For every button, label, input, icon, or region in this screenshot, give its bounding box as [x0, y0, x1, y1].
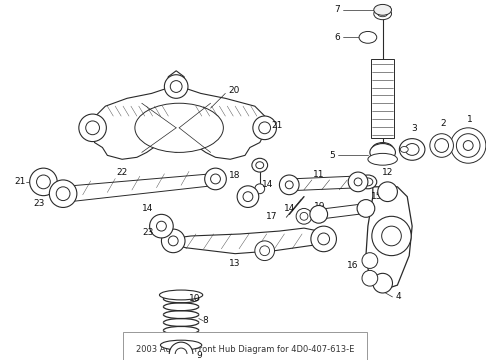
Text: 22: 22 [117, 167, 128, 176]
Circle shape [311, 226, 337, 252]
Ellipse shape [374, 4, 392, 15]
Text: 7: 7 [335, 5, 341, 14]
Circle shape [296, 208, 312, 224]
Text: 6: 6 [335, 33, 341, 42]
Circle shape [171, 81, 182, 93]
Circle shape [169, 342, 193, 360]
Text: 15: 15 [371, 192, 382, 201]
Ellipse shape [37, 175, 50, 185]
Ellipse shape [378, 11, 388, 17]
Ellipse shape [159, 290, 203, 300]
Polygon shape [93, 71, 268, 159]
Circle shape [168, 236, 178, 246]
Circle shape [362, 270, 378, 286]
Text: 14: 14 [262, 180, 273, 189]
Text: 16: 16 [346, 261, 358, 270]
Circle shape [86, 121, 99, 135]
Polygon shape [289, 176, 358, 191]
Circle shape [243, 192, 253, 202]
Text: 12: 12 [382, 167, 393, 176]
Circle shape [279, 175, 299, 195]
Ellipse shape [256, 162, 264, 168]
Circle shape [348, 172, 368, 192]
Circle shape [56, 187, 70, 201]
Text: 14: 14 [142, 204, 153, 213]
Ellipse shape [400, 147, 408, 152]
Circle shape [373, 273, 392, 293]
Circle shape [164, 75, 188, 98]
Text: 11: 11 [313, 170, 324, 179]
Ellipse shape [450, 128, 486, 163]
Circle shape [285, 181, 293, 189]
Ellipse shape [359, 31, 377, 43]
Ellipse shape [252, 158, 268, 172]
Ellipse shape [160, 340, 202, 350]
Ellipse shape [405, 144, 419, 156]
Text: 1: 1 [467, 115, 473, 124]
Circle shape [30, 168, 57, 196]
Ellipse shape [363, 178, 373, 186]
Text: 14: 14 [284, 204, 295, 213]
Polygon shape [172, 228, 329, 254]
Text: 9: 9 [197, 351, 202, 360]
Text: 23: 23 [142, 228, 153, 237]
Text: 3: 3 [411, 124, 417, 133]
Text: 18: 18 [228, 171, 240, 180]
Text: 10: 10 [189, 294, 200, 303]
Bar [371, 59, 394, 138]
Circle shape [372, 216, 411, 256]
Circle shape [149, 214, 173, 238]
Circle shape [318, 233, 330, 245]
Text: 19: 19 [314, 202, 325, 211]
Ellipse shape [463, 141, 473, 150]
Text: 23: 23 [34, 199, 45, 208]
Circle shape [205, 168, 226, 190]
Ellipse shape [359, 175, 377, 189]
Circle shape [362, 253, 378, 269]
Circle shape [79, 114, 106, 141]
Text: 21: 21 [271, 121, 283, 130]
Text: 17: 17 [266, 212, 277, 221]
Text: 8: 8 [203, 316, 208, 325]
Text: 5: 5 [330, 151, 336, 160]
Ellipse shape [399, 139, 425, 160]
Circle shape [156, 221, 166, 231]
Ellipse shape [370, 144, 395, 161]
Ellipse shape [372, 143, 393, 156]
Circle shape [354, 178, 362, 186]
Circle shape [357, 199, 375, 217]
Ellipse shape [368, 153, 397, 165]
Text: 2: 2 [441, 119, 446, 128]
Ellipse shape [376, 145, 390, 153]
Circle shape [260, 246, 270, 256]
Circle shape [37, 175, 50, 189]
Circle shape [382, 226, 401, 246]
Ellipse shape [255, 184, 265, 194]
Circle shape [255, 241, 274, 261]
Ellipse shape [135, 103, 223, 152]
Ellipse shape [374, 8, 392, 20]
Circle shape [259, 122, 270, 134]
Polygon shape [366, 187, 412, 290]
Circle shape [211, 174, 220, 184]
Polygon shape [318, 203, 366, 219]
Circle shape [161, 229, 185, 253]
Circle shape [49, 180, 77, 207]
Text: 20: 20 [228, 86, 240, 95]
Circle shape [378, 182, 397, 202]
Circle shape [253, 116, 276, 140]
Ellipse shape [430, 134, 453, 157]
Text: 2003 Audi S8 Front Hub Diagram for 4D0-407-613-E: 2003 Audi S8 Front Hub Diagram for 4D0-4… [136, 345, 354, 354]
Ellipse shape [435, 139, 448, 152]
Circle shape [237, 186, 259, 207]
Circle shape [300, 212, 308, 220]
Circle shape [310, 206, 328, 223]
Polygon shape [71, 173, 220, 202]
Text: 4: 4 [395, 292, 401, 301]
Ellipse shape [456, 134, 480, 157]
Text: 13: 13 [229, 259, 241, 268]
Text: 21: 21 [14, 177, 26, 186]
Circle shape [175, 348, 187, 360]
